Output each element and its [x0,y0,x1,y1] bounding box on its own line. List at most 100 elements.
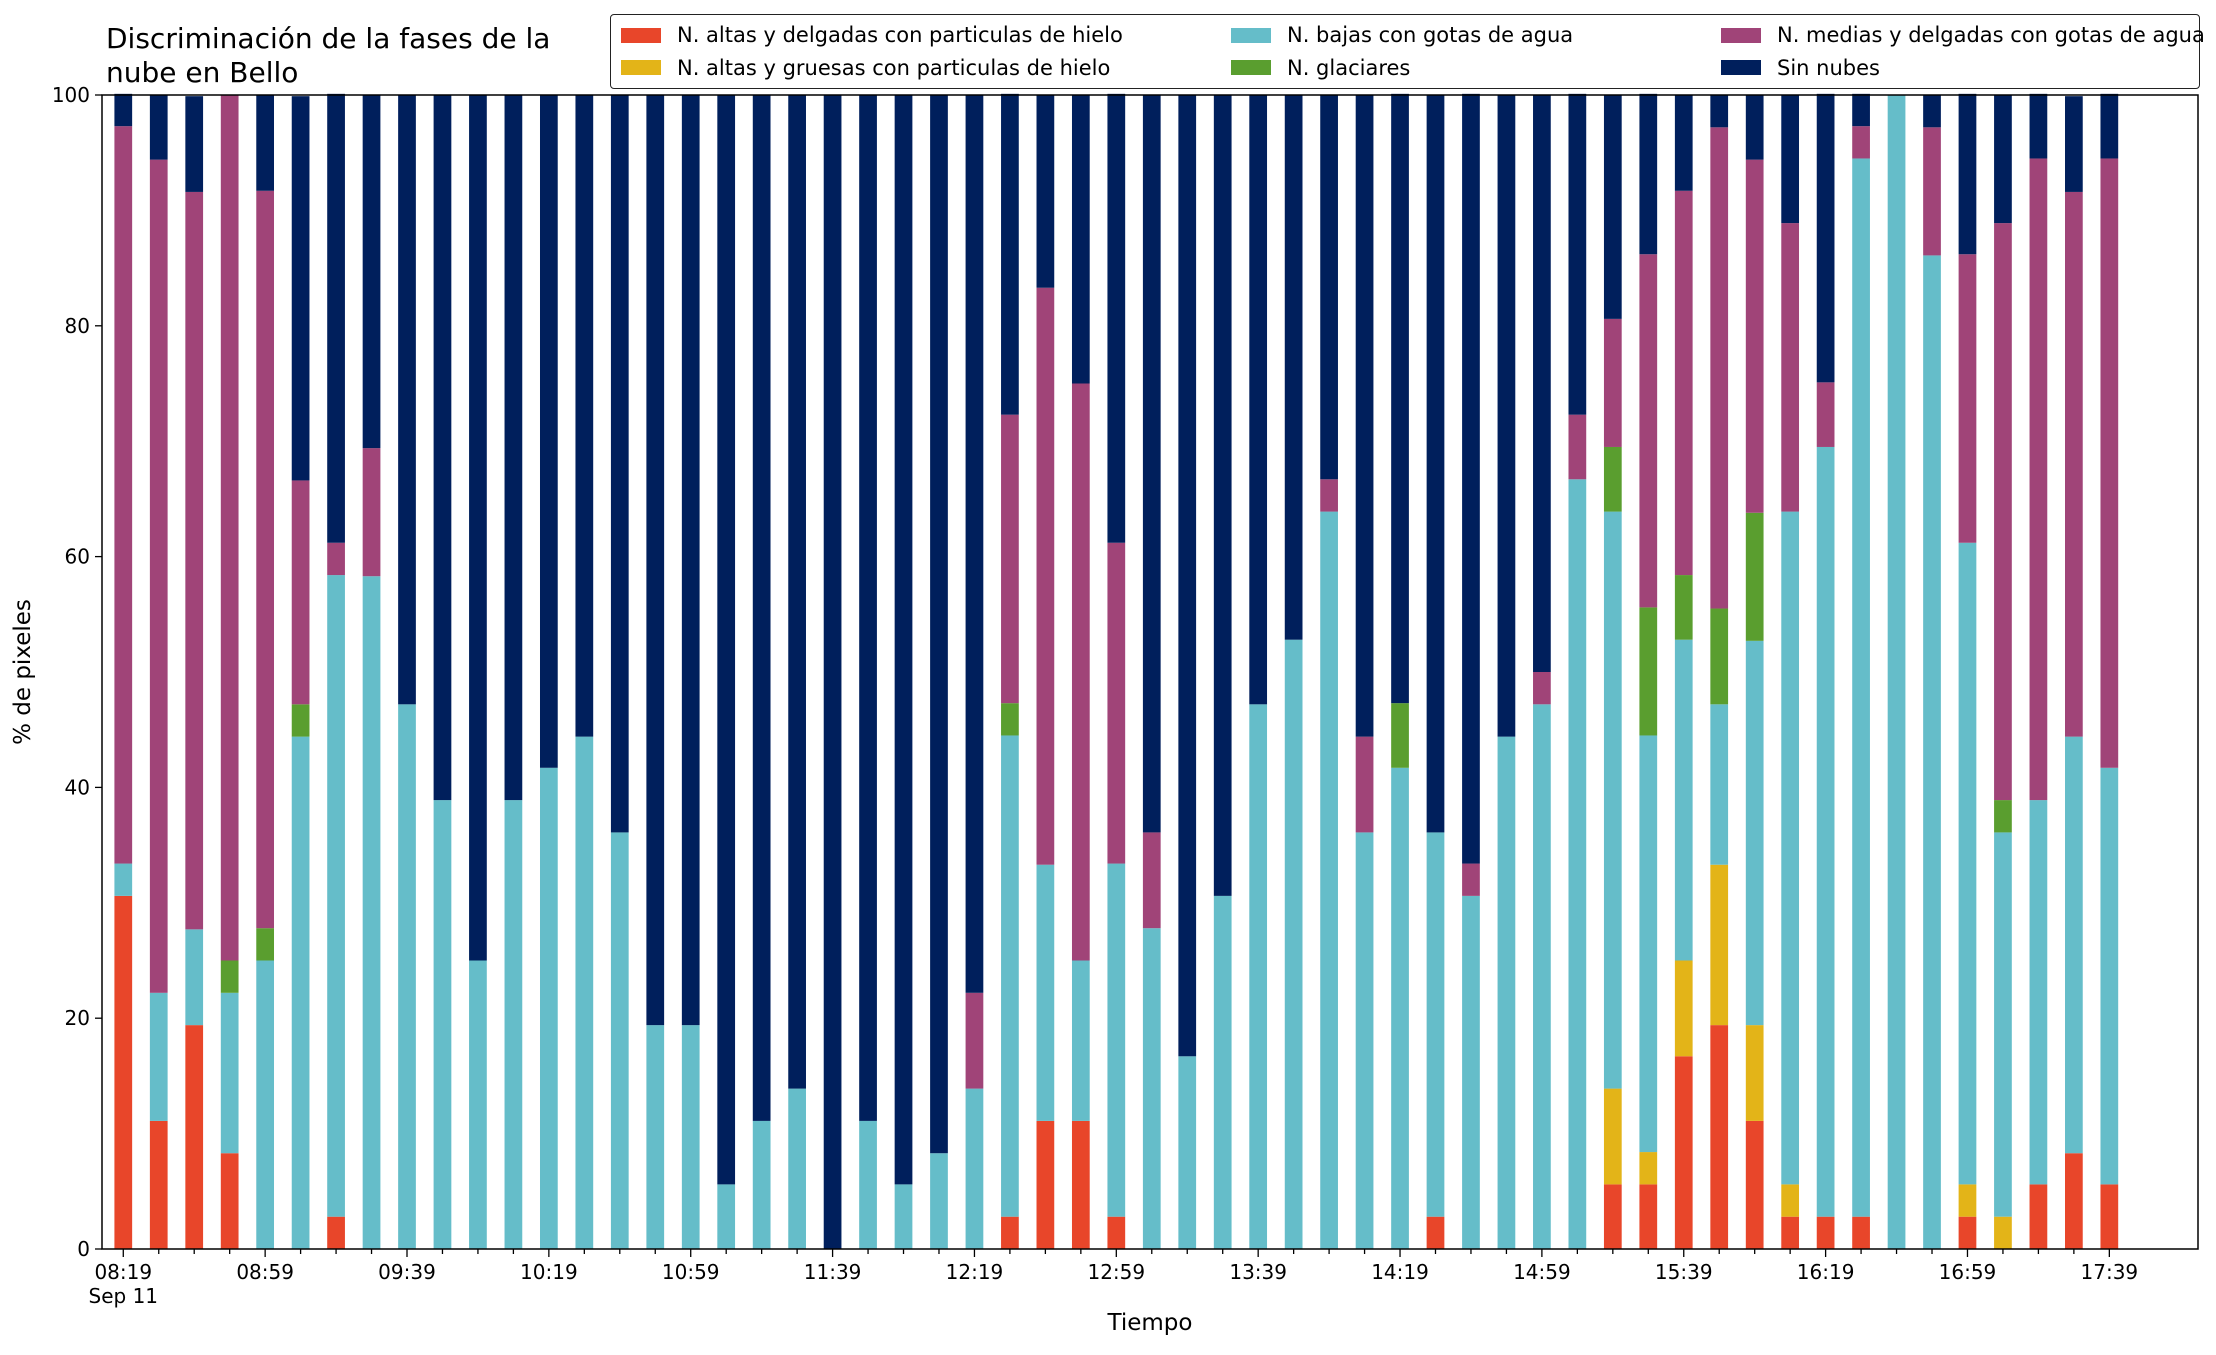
bar-segment [504,800,523,1249]
bar-segment [539,95,558,768]
bar-segment [1852,93,1870,127]
bar-segment [504,95,523,801]
x-tick-label: 14:19 [1371,1260,1429,1284]
bar-segment [646,1025,665,1249]
legend-item: N. bajas con gotas de agua [1231,19,1721,52]
bar-segment [859,1120,877,1249]
bar-segment [1533,704,1551,1249]
bar-segment [1923,127,1941,256]
x-tick-label: 12:59 [1087,1260,1145,1284]
bar-segment [859,95,877,1121]
bar-segment [1284,95,1303,640]
bar-segment [1568,414,1587,480]
bar-segment [362,95,381,449]
bar-segment [1497,95,1516,737]
bar-segment [1923,255,1941,1249]
bar-segment [185,1025,204,1249]
bar-segment [1355,736,1374,833]
bar-segment [1107,863,1126,1217]
bar-segment [291,704,310,737]
bar-segment [1071,95,1090,384]
bar-segment [1568,479,1587,1250]
bar-segment [220,95,239,961]
bar-segment [1071,960,1090,1121]
bar-segment [1639,1184,1658,1249]
bar-segment [1071,1120,1090,1249]
bar-segment [1710,608,1729,705]
legend-swatch [1721,60,1761,76]
legend-swatch [621,27,661,43]
bar-segment [1320,511,1338,1249]
bar-segment [1462,895,1480,1249]
bar-segment [752,95,771,1121]
bar-segment [433,95,452,801]
bar-segment [717,95,736,1185]
y-axis-label: % de pixeles [10,599,36,745]
bar-segment [965,1088,984,1249]
bar-segment [1710,864,1729,1026]
bar-segment [2065,96,2083,192]
bar-segment [1426,1216,1445,1249]
bar-segment [1745,512,1764,641]
bar-segment [220,960,239,993]
bar-segment [788,95,806,1089]
x-tick-label: 12:19 [946,1260,1004,1284]
bar-segment [327,93,345,543]
bar-segment [1001,703,1019,736]
y-tick-label: 20 [65,1006,90,1030]
bar-segment [1178,1056,1197,1249]
bar-segment [1923,95,1941,128]
bar-segment [1391,703,1409,768]
legend-item: N. medias y delgadas con gotas de agua [1721,19,2205,52]
bar-segment [185,929,204,1026]
bar-segment [894,1184,913,1249]
bar-segment [788,1088,806,1249]
legend-label: N. altas y gruesas con particulas de hie… [677,55,1111,80]
bar-segment [1852,158,1870,1217]
bar-segment [1710,95,1729,128]
bar-segment [1958,254,1977,543]
bar-segment [1001,93,1019,415]
bar-segment [1142,95,1161,833]
bar-segment [1036,95,1055,288]
bar-segment [256,928,275,961]
bar-segment [1603,1088,1622,1185]
x-axis-label: Tiempo [1107,1310,1193,1336]
bar-segment [327,1216,345,1249]
bar-segment [1142,928,1161,1249]
legend-label: Sin nubes [1777,55,1880,80]
bar-segment [2100,767,2119,1185]
x-tick-label: 09:39 [378,1260,436,1284]
bar-segment [1036,287,1055,865]
bar-segment [1745,95,1764,160]
bar-segment [2065,1153,2083,1249]
bar-segment [1958,93,1977,255]
y-tick-label: 60 [65,545,90,569]
bar-segment [362,448,381,577]
bar-segment [1816,93,1835,383]
bar-segment [433,800,452,1249]
bar-segment [1674,575,1693,640]
legend-swatch [1231,60,1271,76]
bar-segment [327,542,345,576]
bar-segment [1603,511,1622,1089]
bar-segment [681,95,700,1026]
bar-segment [1639,607,1658,736]
y-tick-label: 0 [77,1237,90,1261]
bar-segment [646,95,665,1026]
bar-segment [1001,735,1019,1217]
bar-segment [1816,382,1835,447]
bar-segment [1071,383,1090,961]
bar-segment [2029,93,2048,159]
bar-segment [965,992,984,1089]
bar-segment [2100,93,2119,159]
bar-segment [1745,640,1764,1026]
bar-segment [1142,832,1161,929]
bar-segment [930,1153,948,1249]
bar-segment [1355,832,1374,1249]
bar-segment [1603,446,1622,512]
bar-segment [681,1025,700,1249]
legend-label: N. glaciares [1287,55,1411,80]
bar-segment [1887,95,1906,1249]
